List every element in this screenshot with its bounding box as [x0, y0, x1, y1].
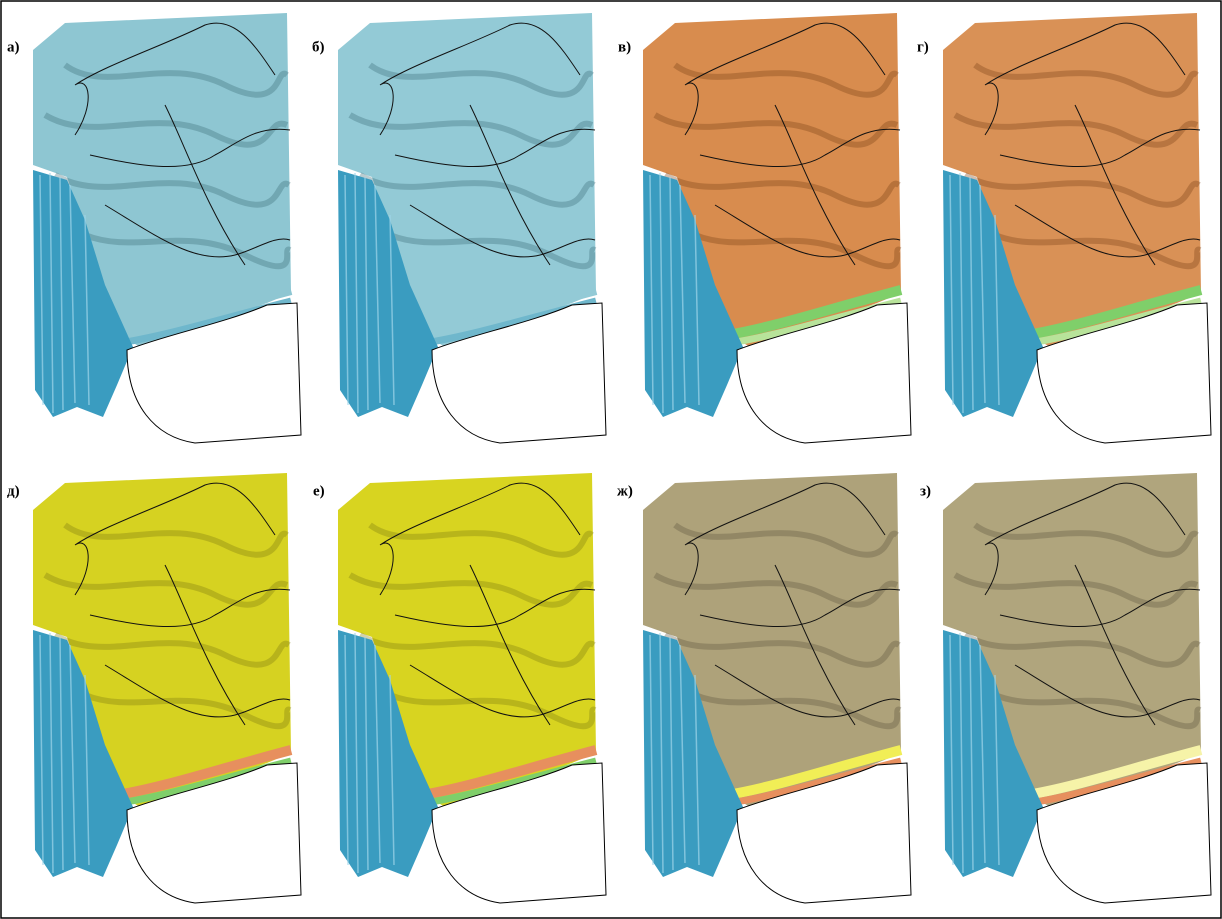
panel: а)	[7, 13, 301, 443]
panel-label: д)	[7, 483, 20, 499]
panel: е)	[313, 473, 606, 903]
panel-label: г)	[917, 39, 929, 55]
panel-label: б)	[312, 39, 325, 55]
panel: д)	[7, 473, 301, 903]
panel-label: в)	[618, 39, 631, 55]
panel-label: ж)	[617, 483, 633, 499]
panel: г)	[917, 13, 1211, 443]
panel-label: а)	[7, 39, 20, 55]
figure: а) б) в) г) д) е) ж) з)	[0, 0, 1222, 919]
panel: ж)	[617, 473, 911, 903]
panel-label: з)	[920, 483, 931, 499]
panel: з)	[920, 473, 1211, 903]
panel: б)	[312, 13, 606, 443]
panel-label: е)	[313, 483, 325, 499]
panel: в)	[618, 13, 911, 443]
